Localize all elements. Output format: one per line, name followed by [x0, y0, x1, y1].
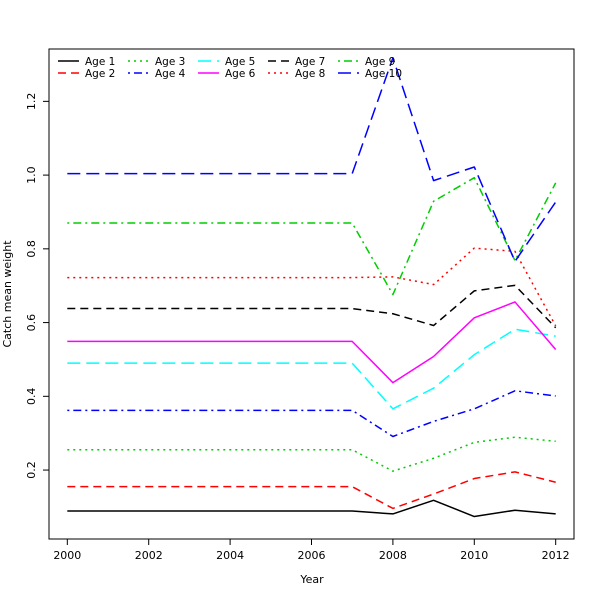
series-line-age-2 [67, 471, 556, 510]
series-line-age-8 [67, 247, 557, 327]
x-tick-label: 2002 [135, 549, 163, 562]
x-tick-label: 2008 [379, 549, 407, 562]
y-tick-label: 0.4 [25, 388, 38, 406]
series-line-age-4 [67, 390, 556, 438]
series-layer [67, 57, 557, 518]
y-axis-title: Catch mean weight [1, 240, 14, 348]
y-tick-label: 0.8 [25, 240, 38, 258]
y-tick-label: 1.0 [25, 166, 38, 184]
series-line-age-5 [67, 328, 556, 410]
y-tick-label: 0.6 [25, 314, 38, 332]
y-tick-label: 1.2 [25, 93, 38, 111]
legend-label-age-1: Age 1 [85, 56, 115, 68]
legend-label-age-7: Age 7 [295, 56, 325, 68]
y-tick-label: 0.2 [25, 461, 38, 479]
y-axis: 0.2 0.4 0.6 0.8 1.0 1.2 [25, 93, 50, 479]
x-tick-label: 2000 [53, 549, 81, 562]
x-tick-label: 2004 [216, 549, 244, 562]
series-line-age-7 [67, 284, 557, 329]
legend-label-age-9: Age 9 [365, 56, 395, 68]
x-tick-label: 2012 [542, 549, 570, 562]
legend-label-age-8: Age 8 [295, 68, 325, 80]
legend-label-age-6: Age 6 [225, 68, 256, 80]
x-tick-label: 2006 [298, 549, 326, 562]
series-line-age-9 [67, 176, 557, 296]
legend-label-age-4: Age 4 [155, 68, 186, 80]
legend-label-age-10: Age 10 [365, 68, 402, 80]
legend-label-age-3: Age 3 [155, 56, 185, 68]
x-axis: 2000 2002 2004 2006 2008 2010 2012 [53, 538, 570, 562]
legend-label-age-2: Age 2 [85, 68, 115, 80]
series-line-age-1 [67, 499, 556, 518]
x-tick-label: 2010 [460, 549, 488, 562]
x-axis-title: Year [299, 573, 324, 586]
series-line-age-10 [67, 57, 557, 263]
legend-label-age-5: Age 5 [225, 56, 255, 68]
series-line-age-6 [67, 301, 557, 384]
